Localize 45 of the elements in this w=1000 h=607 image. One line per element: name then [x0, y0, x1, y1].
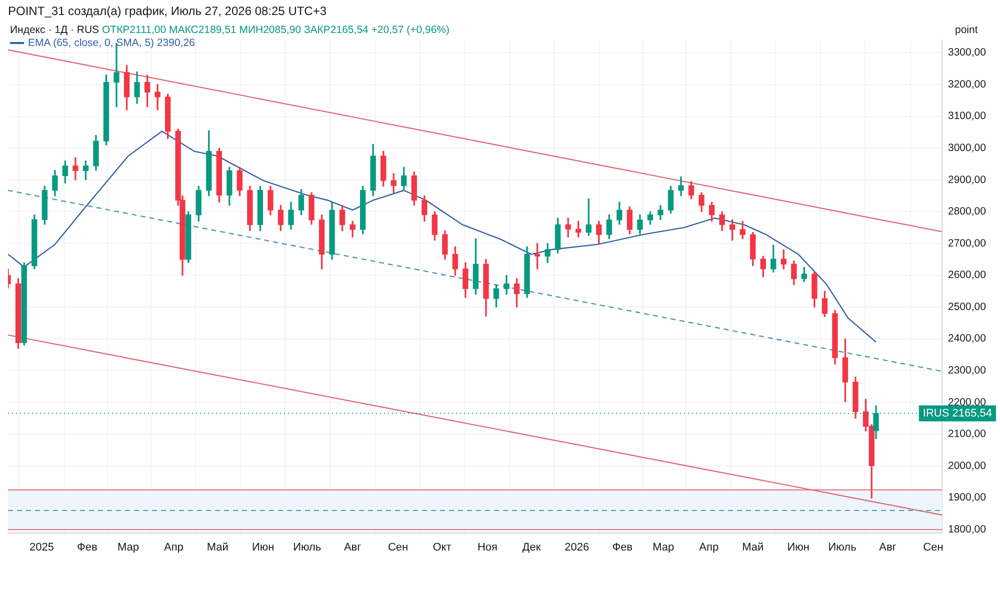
chart-title: POINT_31 создал(а) график, Июль 27, 2026 08:25 UTC+3 — [8, 4, 327, 18]
x-tick-label: Апр — [699, 541, 719, 554]
y-tick-label: 2200,00 — [948, 396, 986, 408]
x-tick-label: 2025 — [29, 541, 54, 554]
x-tick-label: Ноя — [477, 541, 498, 554]
candlestick — [154, 84, 160, 110]
y-tick-label: 3000,00 — [948, 142, 986, 154]
x-tick-label: Мар — [652, 541, 674, 554]
x-tick-label: Апр — [164, 541, 184, 554]
x-tick-label: Авг — [879, 541, 896, 554]
y-tick-label: 3300,00 — [948, 46, 986, 59]
x-tick-label: Май — [206, 541, 228, 554]
y-tick-label: 2100,00 — [948, 428, 986, 440]
y-tick-label: 2800,00 — [948, 206, 986, 218]
x-tick-label: Авг — [344, 541, 362, 554]
annotation: 2390,26 — [156, 37, 195, 49]
x-tick-label: Июн — [787, 541, 810, 554]
y-tick-label: 2900,00 — [948, 174, 986, 186]
y-tick-label: 3100,00 — [948, 110, 986, 122]
ref-line-label: IRUS 2165,54 — [922, 407, 992, 420]
y-tick-label: 2400,00 — [948, 332, 986, 345]
y-tick-label: 1800,00 — [948, 524, 986, 536]
x-tick-label: Сен — [388, 541, 408, 554]
x-tick-label: Июль — [293, 541, 322, 554]
x-tick-label: 2026 — [564, 541, 590, 554]
x-tick-label: Фев — [612, 541, 633, 554]
y-tick-label: 2700,00 — [948, 237, 986, 250]
x-tick-label: Июн — [252, 541, 274, 554]
text: ОТКР2111,00 МАКС2189,51 МИН2085,90 ЗАКР2165,54 +20,57 (+0,96%) — [102, 24, 450, 36]
y-tick-label: 3200,00 — [948, 78, 986, 90]
y-tick-label: 2500,00 — [948, 300, 986, 313]
x-tick-label: Май — [742, 541, 764, 554]
x-tick-label: Мар — [117, 541, 139, 554]
y-tick-label: 2600,00 — [948, 269, 986, 282]
legend-label: EMA (65, close, 0, SMA, 5) — [28, 37, 156, 49]
x-tick-label: Дек — [522, 541, 541, 554]
y-tick-label: 2000,00 — [948, 460, 986, 472]
chart-subtitle: Индекс · 1Д · RUS — [10, 24, 100, 36]
x-tick-label: Сен — [923, 541, 944, 554]
x-tick-label: Окт — [432, 541, 452, 554]
y-tick-label: 1900,00 — [948, 492, 986, 504]
y-axis-title: point — [955, 24, 978, 36]
x-tick-label: Июль — [828, 541, 857, 554]
x-tick-label: Фев — [77, 541, 98, 554]
y-tick-label: 2300,00 — [948, 364, 986, 377]
